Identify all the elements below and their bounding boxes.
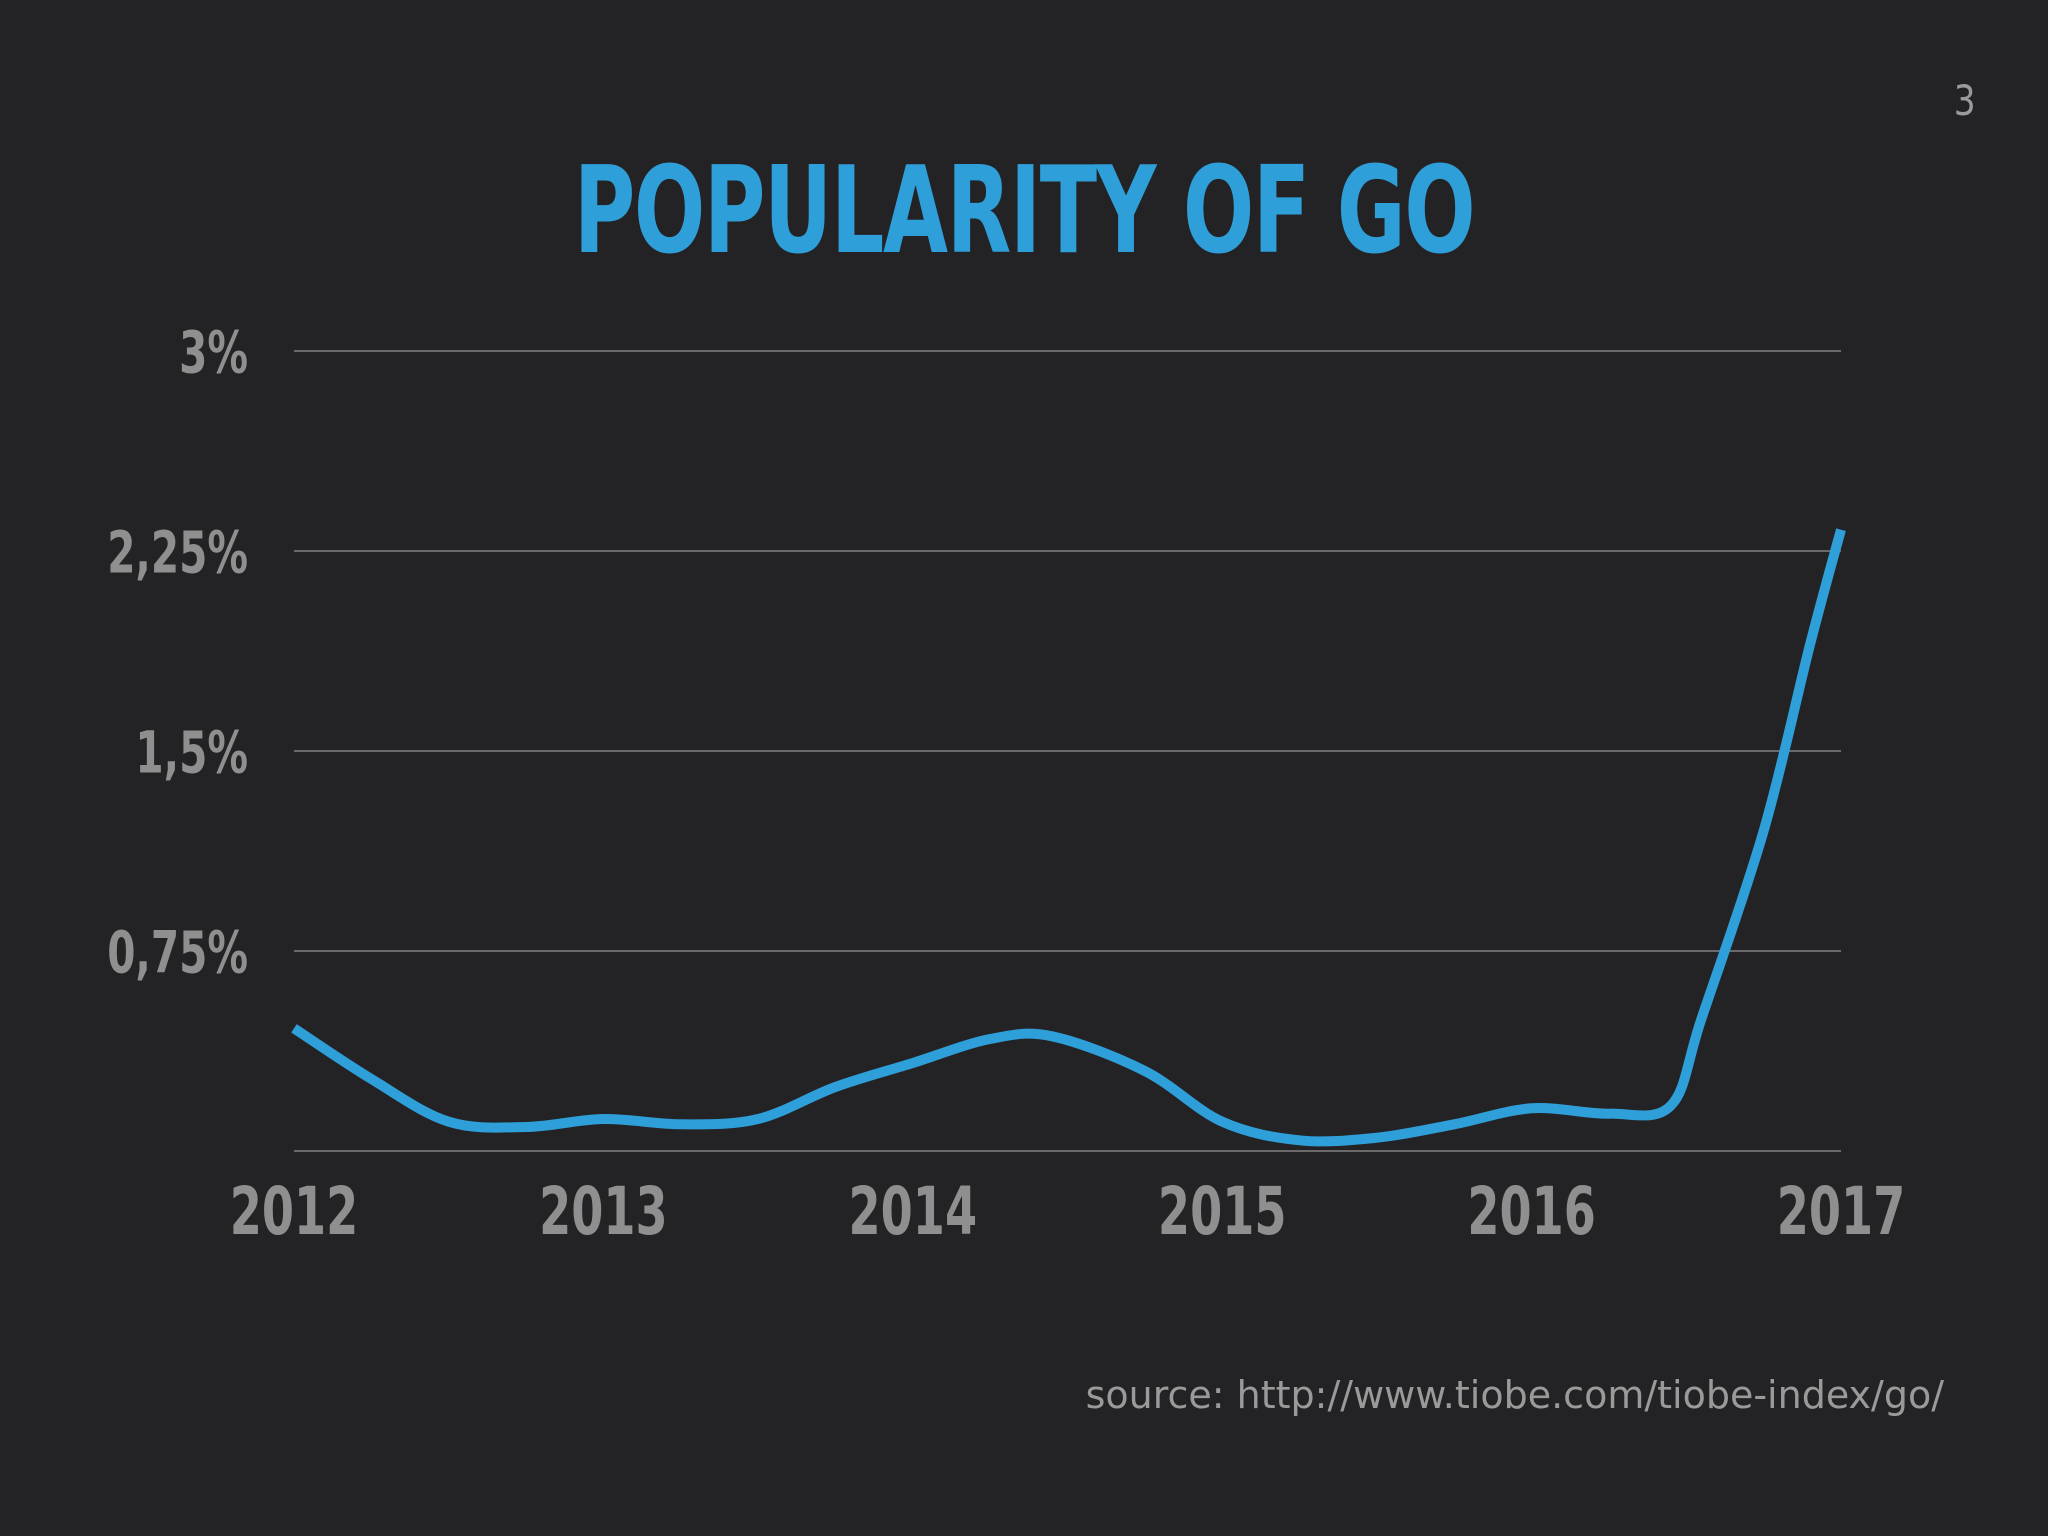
x-tick-label: 2014 [849,1174,978,1250]
y-tick-label: 2,25% [107,519,248,586]
x-tick-label: 2012 [230,1174,359,1250]
gridlines [294,350,1841,1152]
slide-number: 3 [1954,76,1976,125]
x-axis-labels: 2012 2013 2014 2015 2016 2017 [230,1174,1906,1250]
y-tick-label: 1,5% [135,719,248,786]
x-tick-label: 2015 [1158,1174,1287,1250]
x-tick-label: 2017 [1777,1174,1906,1250]
y-axis-labels: 0,75% 1,5% 2,25% 3% [107,319,248,986]
x-tick-label: 2016 [1467,1174,1596,1250]
x-tick-label: 2013 [539,1174,668,1250]
source-citation: source: http://www.tiobe.com/tiobe-index… [1085,1373,1944,1417]
y-tick-label: 0,75% [107,919,248,986]
series-line [291,528,1846,1147]
chart-title: POPULARITY OF GO [573,142,1476,281]
series-lines [291,528,1846,1147]
y-tick-label: 3% [179,319,248,386]
